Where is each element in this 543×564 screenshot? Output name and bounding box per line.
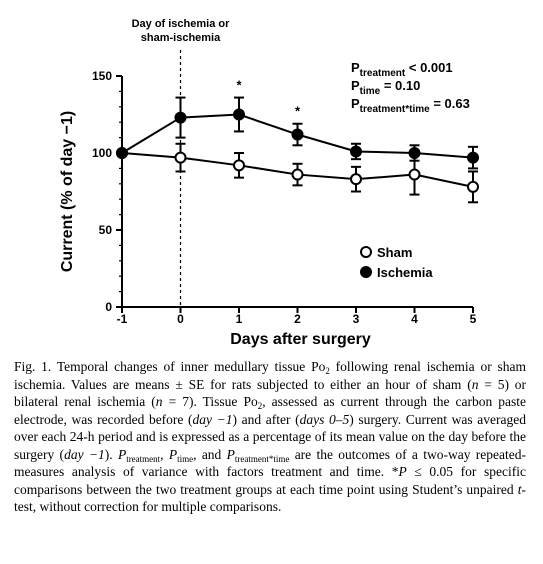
- data-point: [291, 168, 304, 181]
- caption-text: following renal ischemia or sham ischemi…: [14, 359, 526, 392]
- caption-italic: P: [117, 446, 127, 462]
- x-tick-label: 3: [353, 312, 360, 326]
- caption-text: are the outcomes of a two-way repeated-m…: [14, 446, 526, 480]
- significance-marker: *: [295, 104, 301, 119]
- data-point: [116, 147, 128, 159]
- caption-text: ≤ 0.05 for specific comparisons between …: [14, 464, 526, 497]
- stats-value: = 0.63: [430, 96, 470, 111]
- stats-p: P: [351, 96, 360, 111]
- y-tick-label: 100: [92, 146, 112, 160]
- legend: Sham Ischemia: [360, 245, 433, 280]
- data-point: [174, 111, 187, 124]
- legend-label: Ischemia: [377, 265, 433, 280]
- caption-text: = 7). Tissue Po: [162, 394, 258, 409]
- caption-text: -test, without correction for multiple c…: [14, 481, 526, 515]
- x-tick-label: 5: [470, 312, 477, 326]
- y-tick-label: 0: [105, 300, 112, 314]
- caption-text: ) and after (: [232, 411, 300, 427]
- stats-p: P: [351, 78, 360, 93]
- y-axis-title: Current (% of day −1): [59, 111, 76, 272]
- caption-italic: day −1: [64, 446, 105, 462]
- stats-line: Ptime = 0.10: [351, 78, 420, 97]
- caption-text: Temporal changes of inner medullary tiss…: [51, 359, 326, 374]
- data-point: [408, 168, 421, 181]
- series-sham: [116, 142, 479, 204]
- caption-text: , and: [193, 446, 227, 462]
- x-axis-title: Days after surgery: [230, 331, 371, 348]
- stats-p: P: [351, 60, 360, 75]
- caption-italic: P: [168, 446, 178, 462]
- chart: 0 50 100 150 -1 0 1 2 3 4 5 Day of ischemia or sham…: [59, 18, 479, 348]
- data-point: [467, 151, 479, 164]
- axes: 0 50 100 150 -1 0 1 2 3 4 5: [92, 69, 477, 326]
- caption-sub: time: [177, 453, 194, 464]
- y-tick-label: 50: [99, 223, 113, 237]
- legend-marker: [360, 246, 372, 258]
- x-tick-label: -1: [117, 312, 128, 326]
- caption-text: , assessed as current through the carbon…: [14, 394, 527, 427]
- caption-italic: n: [471, 376, 479, 392]
- data-point: [350, 173, 362, 186]
- caption-sub: 2: [257, 401, 263, 411]
- stats-subscript: treatment*time: [360, 104, 430, 115]
- caption-sub: treatment: [126, 453, 161, 464]
- caption-text: ,: [160, 446, 169, 462]
- reference-line-label: sham-ischemia: [141, 32, 221, 44]
- data-point: [350, 145, 362, 158]
- figure-caption: Fig. 1. Temporal changes of inner medull…: [14, 358, 526, 516]
- data-point: [233, 159, 245, 172]
- x-tick-label: 1: [236, 312, 243, 326]
- caption-sub: treatment*time: [234, 453, 290, 464]
- caption-italic: days 0–5: [299, 411, 350, 427]
- caption-italic: t: [517, 481, 522, 497]
- stats-line: Ptreatment*time = 0.63: [351, 96, 470, 115]
- y-tick-label: 150: [92, 69, 112, 83]
- legend-marker: [360, 266, 372, 278]
- stats-value: < 0.001: [405, 60, 452, 75]
- data-point: [467, 180, 479, 193]
- caption-text: = 5) or bilateral renal ischemia (: [14, 376, 526, 410]
- caption-italic: P: [398, 464, 407, 479]
- x-tick-label: 4: [411, 312, 418, 326]
- x-tick-label: 2: [294, 312, 301, 326]
- data-point: [233, 108, 245, 121]
- stats-subscript: treatment: [360, 68, 406, 79]
- caption-italic: n: [155, 394, 163, 409]
- labels-group: Days after surgery Current (% of day −1) *…: [59, 60, 470, 348]
- series-ischemia: [116, 96, 479, 170]
- legend-label: Sham: [377, 245, 412, 260]
- reference-line-group: Day of ischemia or sham-ischemia: [132, 18, 231, 307]
- caption-fig-label: Fig. 1.: [14, 359, 52, 374]
- caption-italic: day −1: [192, 411, 233, 427]
- stats-subscript: time: [360, 86, 381, 97]
- caption-sub: 2: [325, 366, 330, 376]
- caption-italic: P: [226, 446, 235, 462]
- caption-text: ).: [104, 446, 118, 462]
- data-point: [174, 151, 187, 164]
- stats-line: Ptreatment < 0.001: [351, 60, 453, 79]
- significance-marker: *: [236, 78, 242, 93]
- data-point: [408, 147, 421, 159]
- x-tick-label: 0: [177, 312, 184, 326]
- stats-value: = 0.10: [380, 78, 420, 93]
- series-group: [116, 96, 479, 204]
- reference-line-label: Day of ischemia or: [132, 18, 231, 30]
- caption-text: ) surgery. Current was averaged over eac…: [14, 411, 526, 462]
- data-point: [291, 128, 304, 141]
